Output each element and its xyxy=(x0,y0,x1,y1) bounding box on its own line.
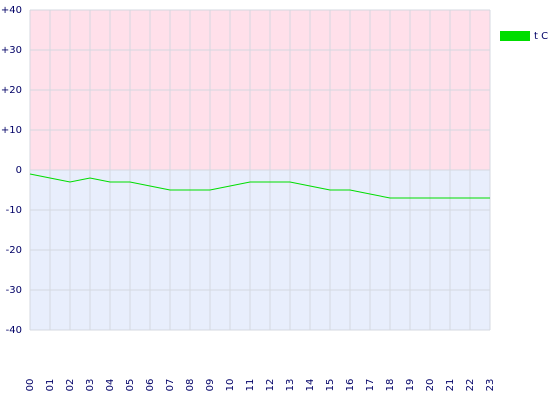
x-tick-label: 07 xyxy=(165,379,176,392)
x-tick-label: 19 xyxy=(405,379,416,392)
y-tick-label: +40 xyxy=(1,5,22,16)
x-tick-label: 17 xyxy=(365,379,376,392)
y-tick-label: +20 xyxy=(1,85,22,96)
x-tick-label: 20 xyxy=(425,379,436,392)
x-tick-label: 23 xyxy=(485,379,496,392)
x-tick-label: 01 xyxy=(45,379,56,392)
line xyxy=(29,173,490,199)
x-tick-label: 12 xyxy=(265,379,276,392)
legend-label: t C xyxy=(534,31,548,42)
x-tick-label: 03 xyxy=(85,379,96,392)
x-tick-label: 02 xyxy=(65,379,76,392)
x-tick-label: 10 xyxy=(225,379,236,392)
y-tick-label: -30 xyxy=(6,285,22,296)
x-tick-label: 22 xyxy=(465,379,476,392)
y-tick-label: +30 xyxy=(1,45,22,56)
x-tick-label: 18 xyxy=(385,379,396,392)
x-tick-label: 13 xyxy=(285,379,296,392)
y-tick-label: 0 xyxy=(16,165,22,176)
x-tick-label: 00 xyxy=(25,379,36,392)
x-tick-label: 11 xyxy=(245,379,256,392)
x-tick-label: 16 xyxy=(345,379,356,392)
x-tick-label: 21 xyxy=(445,379,456,392)
y-tick-label: -10 xyxy=(6,205,22,216)
y-tick-label: -20 xyxy=(6,245,22,256)
legend-swatch xyxy=(500,31,530,41)
x-tick-label: 06 xyxy=(145,379,156,392)
x-tick-label: 05 xyxy=(125,379,136,392)
x-tick-label: 15 xyxy=(325,379,336,392)
x-tick-label: 09 xyxy=(205,379,216,392)
x-tick-label: 04 xyxy=(105,379,116,392)
y-tick-label: +10 xyxy=(1,125,22,136)
x-tick-label: 14 xyxy=(305,379,316,392)
x-tick-label: 08 xyxy=(185,379,196,392)
y-tick-label: -40 xyxy=(6,325,22,336)
